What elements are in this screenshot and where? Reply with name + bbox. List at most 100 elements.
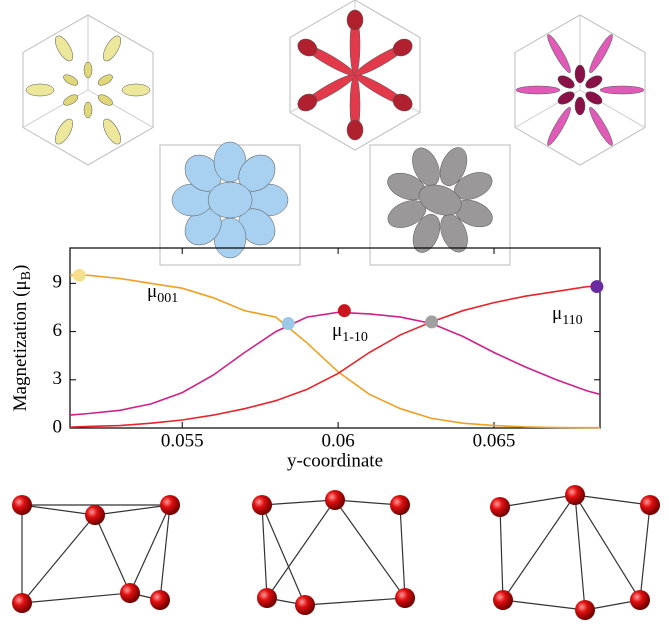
- moment: [83, 101, 93, 119]
- y-tick-label: 3: [53, 368, 63, 389]
- moment: [585, 91, 603, 105]
- atom: [12, 593, 32, 613]
- moment: [557, 91, 575, 105]
- annotation-sub: 001: [157, 291, 178, 306]
- cell-outline: [289, 0, 421, 151]
- annotation-text: μ: [552, 303, 562, 324]
- bond: [499, 494, 576, 508]
- moment: [83, 61, 93, 79]
- bond: [574, 494, 586, 611]
- cell-outline: [369, 144, 511, 266]
- moment: [547, 106, 571, 146]
- atom: [565, 485, 585, 505]
- moment: [121, 83, 151, 97]
- moment: [412, 214, 441, 253]
- y-tick-label: 0: [53, 416, 63, 437]
- moment: [392, 38, 413, 57]
- moment: [207, 181, 253, 219]
- annotation-text: μ: [147, 281, 157, 302]
- atom: [490, 497, 510, 517]
- bond: [639, 504, 651, 601]
- atom: [325, 490, 345, 510]
- bond: [334, 499, 401, 506]
- x-axis-label: y-coordinate: [287, 450, 383, 471]
- y-tick-label: 6: [53, 320, 63, 341]
- atom: [252, 495, 272, 515]
- cell-outline: [22, 14, 154, 166]
- atom: [120, 583, 140, 603]
- bond: [399, 504, 406, 599]
- illustrations: [12, 0, 660, 620]
- moment: [574, 64, 586, 84]
- annotation-sub: 1-10: [342, 330, 368, 345]
- moment: [25, 83, 55, 97]
- moment: [63, 94, 79, 106]
- bond: [574, 494, 651, 506]
- atom: [390, 495, 410, 515]
- moment: [599, 85, 645, 95]
- moment: [547, 34, 571, 74]
- cell-edge: [22, 89, 89, 128]
- series-line: [70, 274, 600, 429]
- annotation-text: μ: [332, 320, 342, 341]
- bond: [574, 494, 641, 601]
- bond: [94, 504, 171, 516]
- series-line: [69, 285, 600, 428]
- bond: [159, 504, 171, 601]
- annotation: μ110: [552, 303, 583, 328]
- marker: [590, 280, 604, 294]
- atom: [160, 495, 180, 515]
- y-label-text: Magnetization (μ: [10, 280, 31, 411]
- y-tick-label: 9: [53, 272, 63, 293]
- marker: [72, 268, 86, 282]
- moment: [346, 9, 364, 31]
- atom: [150, 590, 170, 610]
- atom: [12, 495, 32, 515]
- moment: [392, 93, 413, 112]
- bond: [502, 599, 586, 611]
- moment: [63, 74, 79, 86]
- x-tick-label: 0.065: [473, 430, 516, 451]
- cell-edge: [87, 89, 154, 128]
- bond: [129, 504, 171, 594]
- atom: [295, 595, 315, 615]
- cell-outline: [514, 14, 646, 166]
- marker: [425, 315, 439, 329]
- moment: [515, 85, 561, 95]
- bond: [266, 499, 336, 599]
- annotation-sub: 110: [562, 313, 582, 328]
- marker: [337, 304, 351, 318]
- atom: [395, 588, 415, 608]
- bond: [499, 506, 504, 601]
- bond: [304, 597, 406, 606]
- atom: [640, 495, 660, 515]
- moment: [589, 34, 613, 74]
- y-label-end: ): [10, 265, 31, 271]
- moment: [439, 147, 468, 186]
- marker: [281, 317, 295, 331]
- moment: [585, 75, 603, 89]
- bond: [94, 514, 131, 594]
- moment: [557, 75, 575, 89]
- atom: [85, 505, 105, 525]
- bond: [21, 504, 96, 516]
- moment: [297, 93, 318, 112]
- moment: [589, 106, 613, 146]
- moment: [103, 118, 121, 145]
- atom: [630, 590, 650, 610]
- bond: [502, 494, 576, 601]
- bond: [21, 592, 131, 604]
- moment: [418, 184, 462, 216]
- atom: [575, 600, 595, 620]
- moment: [103, 35, 121, 62]
- moment: [346, 119, 364, 141]
- x-tick-label: 0.055: [161, 430, 204, 451]
- moment: [55, 118, 73, 145]
- moment: [297, 38, 318, 57]
- moment: [97, 74, 113, 86]
- bond: [261, 504, 268, 599]
- annotation: μ001: [147, 281, 178, 306]
- bond: [261, 504, 306, 606]
